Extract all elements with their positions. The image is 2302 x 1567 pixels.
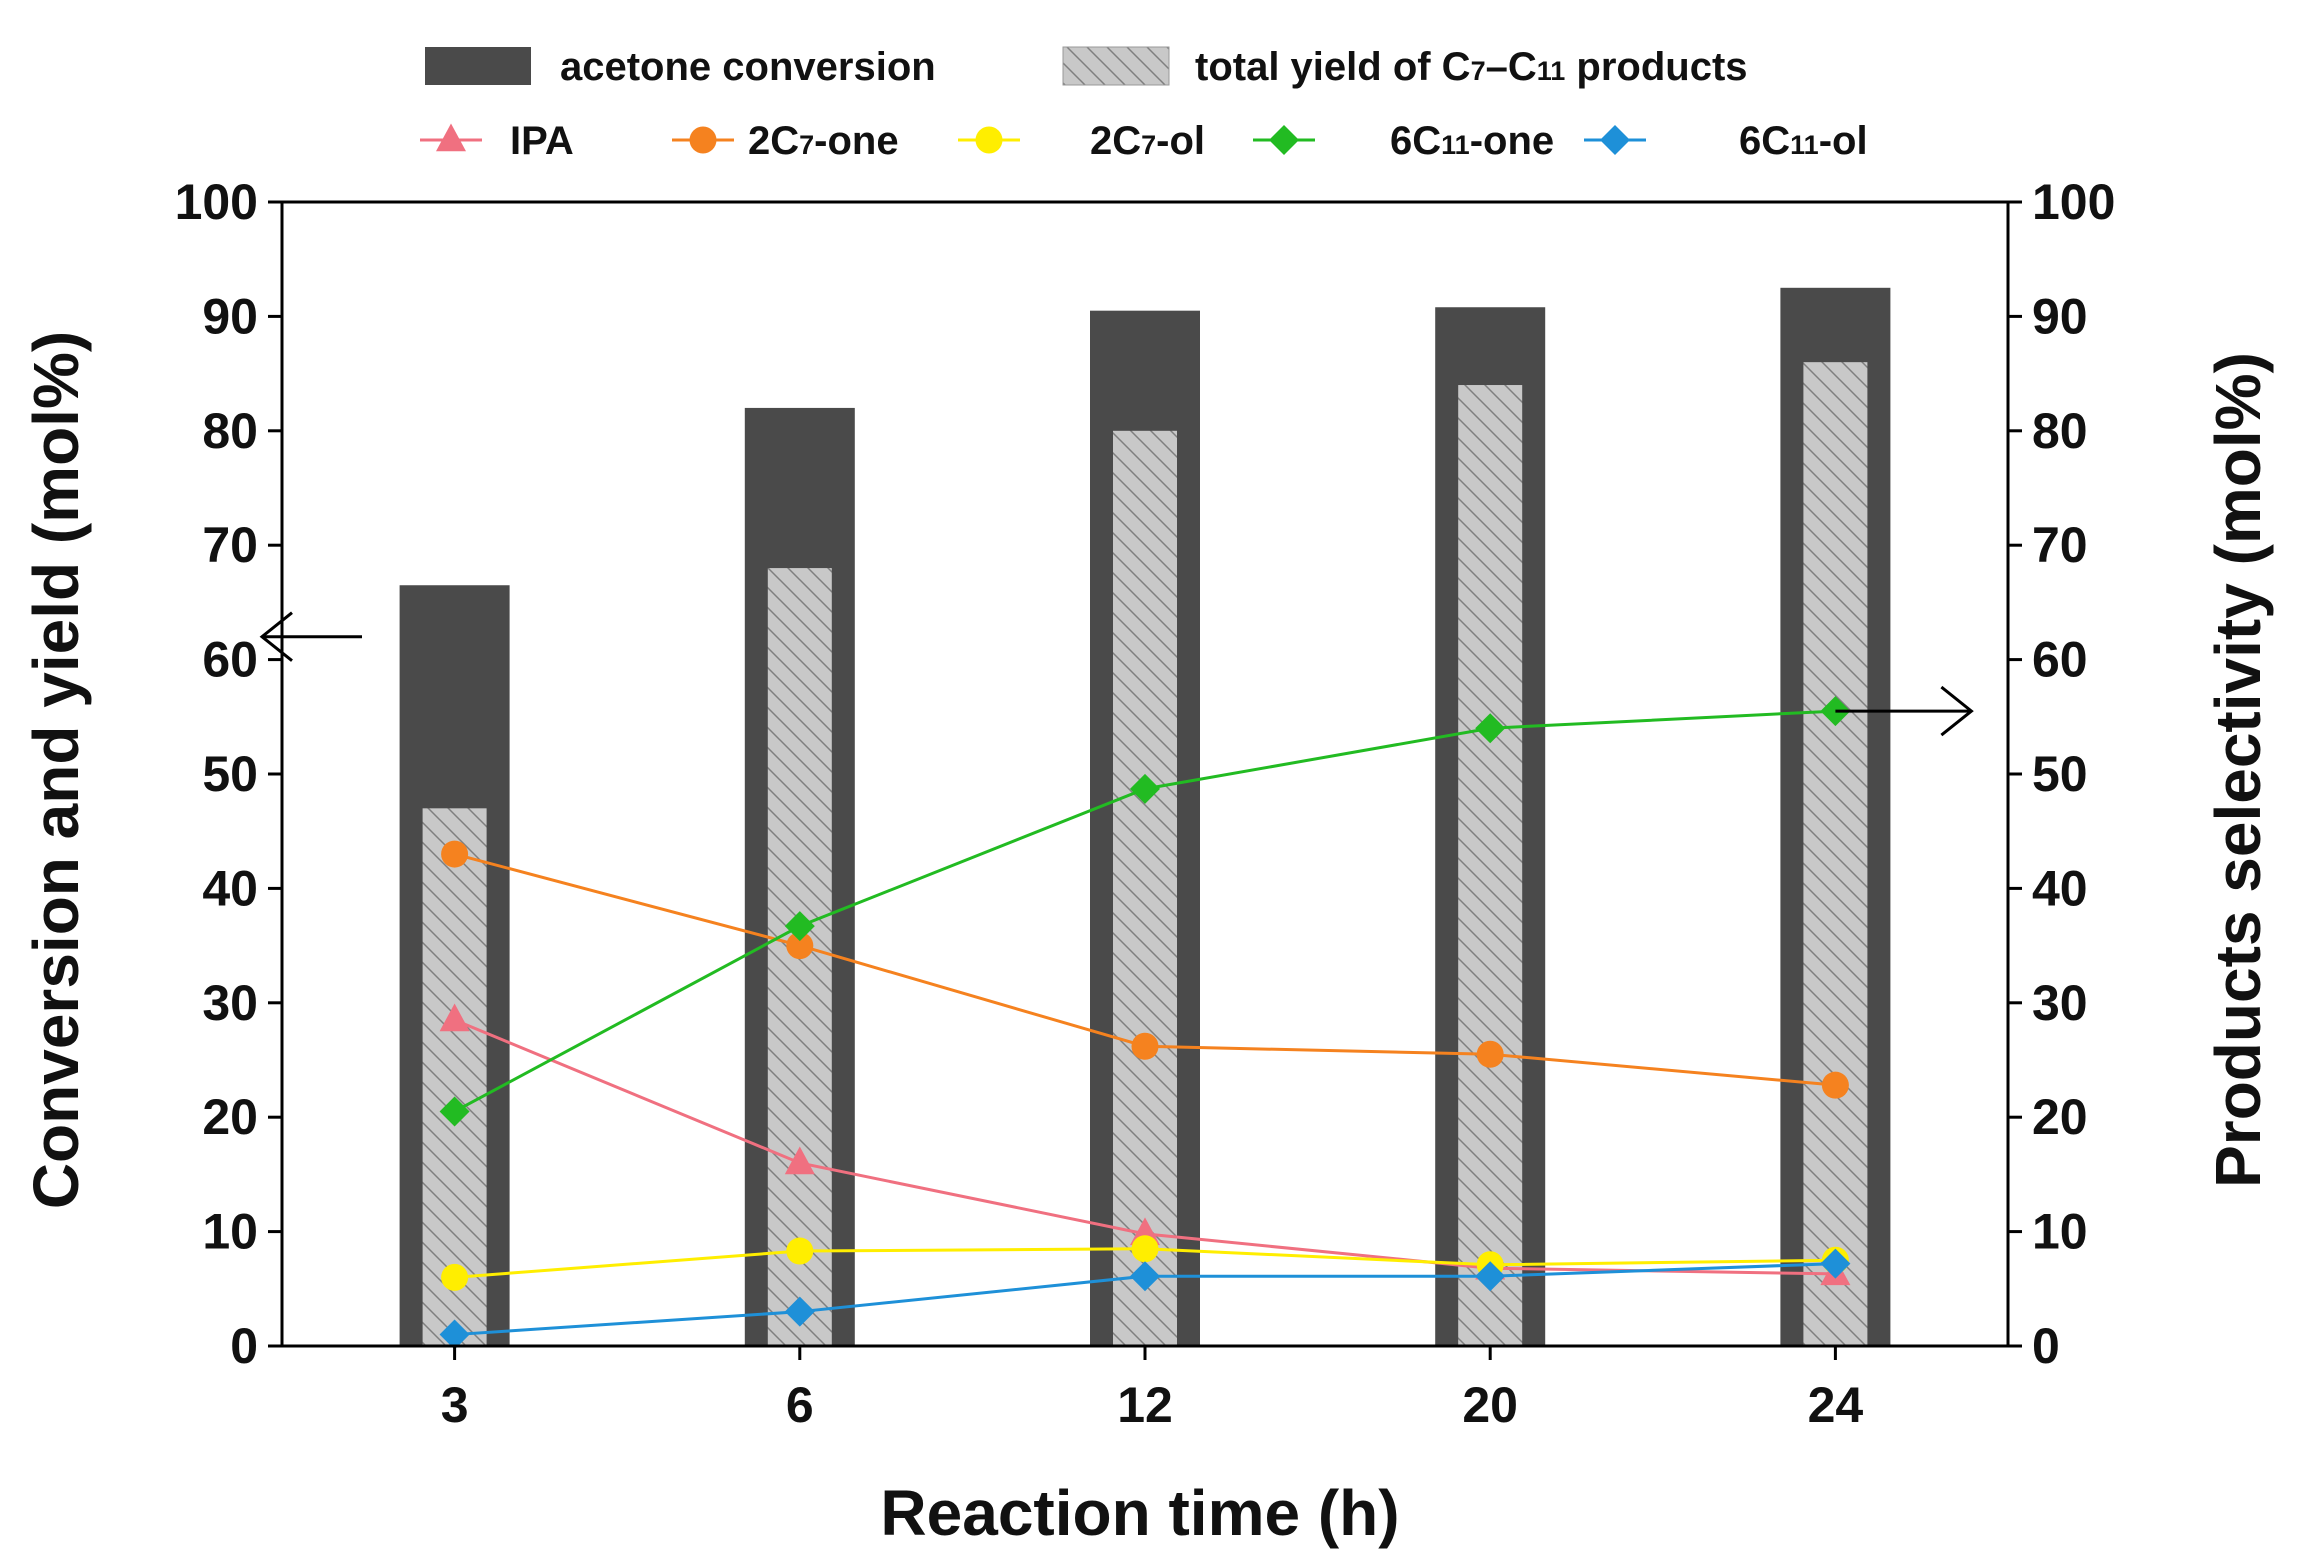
y-tick-label-left: 80 [202, 403, 258, 459]
y-tick-label-right: 50 [2032, 746, 2088, 802]
legend-label-2c7-ol: 2C7-ol [1090, 119, 1205, 163]
lines-layer [439, 696, 1851, 1350]
marker-2c7-ol [786, 1237, 814, 1265]
marker-6c11-one [1130, 773, 1160, 804]
marker-6c11-ol [1820, 1248, 1851, 1279]
bar-total-yield [1458, 385, 1523, 1346]
legend-label-total-yield-part: –C [1486, 45, 1537, 89]
x-tick-label: 12 [1117, 1377, 1173, 1433]
legend-marker-ipa [436, 123, 466, 152]
y-tick-label-right: 40 [2032, 860, 2088, 916]
right-axis-arrow-head [1940, 685, 1974, 737]
legend-label-6c11-ol-part: 11 [1790, 130, 1819, 160]
legend-label-2c7-ol-part: 2C [1090, 119, 1141, 163]
bar-total-yield [1113, 430, 1177, 1346]
bars-layer [399, 287, 1891, 1347]
y-tick-label-right: 20 [2032, 1089, 2088, 1145]
marker-2c7-one [1821, 1071, 1849, 1099]
marker-ipa [784, 1146, 815, 1175]
y-tick-label-left: 0 [230, 1318, 258, 1374]
y-tick-label-left: 70 [202, 517, 258, 573]
y-tick-label-left: 60 [202, 632, 258, 688]
legend-label-6c11-one-part: 11 [1441, 130, 1470, 160]
y-tick-label-left: 40 [202, 860, 258, 916]
x-tick-label: 20 [1462, 1377, 1518, 1433]
x-tick-label: 24 [1808, 1377, 1864, 1433]
marker-2c7-one [1131, 1032, 1159, 1060]
y-axis-title-right: Products selectivity (mol%) [2202, 352, 2274, 1188]
legend-label-conversion: acetone conversion [560, 45, 936, 89]
legend-label-2c7-one-part: 7 [799, 130, 814, 160]
legend-label-total-yield-part: total yield of C [1195, 45, 1471, 89]
legend-label-2c7-one-part: 2C [748, 119, 799, 163]
legend-label-2c7-one: 2C7-one [748, 119, 899, 163]
y-tick-label-right: 30 [2032, 975, 2088, 1031]
legend-swatch-total-yield [1062, 46, 1170, 86]
y-tick-label-left: 20 [202, 1089, 258, 1145]
legend-label-total-yield-part: 11 [1537, 56, 1566, 86]
marker-6c11-ol [1130, 1261, 1160, 1292]
legend-marker-6c11-ol [1600, 125, 1630, 155]
y-tick-label-left: 90 [202, 288, 258, 344]
legend-label-6c11-one: 6C11-one [1390, 119, 1554, 163]
marker-2c7-one [441, 840, 469, 868]
bar-total-yield [422, 808, 487, 1346]
marker-ipa [439, 1003, 470, 1032]
legend-label-6c11-one-part: 6C [1390, 119, 1441, 163]
legend-label-2c7-ol-part: 7 [1141, 130, 1156, 160]
legend-label-2c7-one-part: -one [814, 119, 898, 163]
legend-marker-2c7-one [689, 126, 717, 154]
y-tick-label-right: 10 [2032, 1204, 2088, 1260]
x-tick-label: 3 [441, 1377, 469, 1433]
legend-label-6c11-one-part: -one [1470, 119, 1554, 163]
y-tick-label-right: 70 [2032, 517, 2088, 573]
legend-label-6c11-ol-part: -ol [1819, 119, 1868, 163]
legend-label-6c11-ol-part: 6C [1739, 119, 1790, 163]
y-tick-label-right: 0 [2032, 1318, 2060, 1374]
x-axis-title: Reaction time (h) [880, 1477, 1399, 1549]
legend-marker-6c11-one [1269, 125, 1299, 155]
y-tick-label-right: 80 [2032, 403, 2088, 459]
marker-2c7-one [1476, 1040, 1504, 1068]
y-axis-title-left: Conversion and yield (mol%) [20, 331, 92, 1209]
legend-label-6c11-ol: 6C11-ol [1739, 119, 1868, 163]
marker-6c11-ol [439, 1319, 470, 1350]
bar-total-yield [1803, 362, 1868, 1346]
marker-2c7-one [786, 932, 814, 960]
marker-6c11-one [784, 911, 815, 942]
marker-2c7-ol [441, 1263, 469, 1291]
legend-label-total-yield-part: 7 [1471, 56, 1486, 86]
y-tick-label-right: 60 [2032, 632, 2088, 688]
marker-6c11-ol [1475, 1261, 1506, 1292]
y-tick-label-left: 50 [202, 746, 258, 802]
y-tick-label-left: 100 [175, 174, 258, 230]
marker-6c11-ol [784, 1296, 815, 1327]
marker-6c11-one [439, 1096, 470, 1127]
marker-6c11-one [1475, 713, 1506, 744]
axes-layer: 0 10 20 30 40 50 60 70 80 90 100 0 10 20 30 40 50 60 70 80 9… [175, 174, 2116, 1433]
legend-swatch-conversion [425, 47, 531, 85]
legend-label-total-yield: total yield of C7–C11 products [1195, 45, 1748, 89]
legend-label-total-yield-part: products [1565, 45, 1747, 89]
y-tick-label-right: 100 [2032, 174, 2115, 230]
legend-label-2c7-ol-part: -ol [1156, 119, 1205, 163]
x-tick-label: 6 [786, 1377, 814, 1433]
legend-marker-2c7-ol [975, 126, 1003, 154]
marker-2c7-ol [1131, 1235, 1159, 1263]
y-tick-label-right: 90 [2032, 288, 2088, 344]
left-axis-arrow-head [259, 611, 293, 662]
y-tick-label-left: 10 [202, 1204, 258, 1260]
legend-label-ipa-part: IPA [510, 119, 574, 163]
y-tick-label-left: 30 [202, 975, 258, 1031]
arrows-layer [259, 611, 1974, 737]
legend: acetone conversion total yield of C7–C11 … [420, 45, 1868, 163]
legend-label-ipa: IPA [510, 119, 574, 163]
